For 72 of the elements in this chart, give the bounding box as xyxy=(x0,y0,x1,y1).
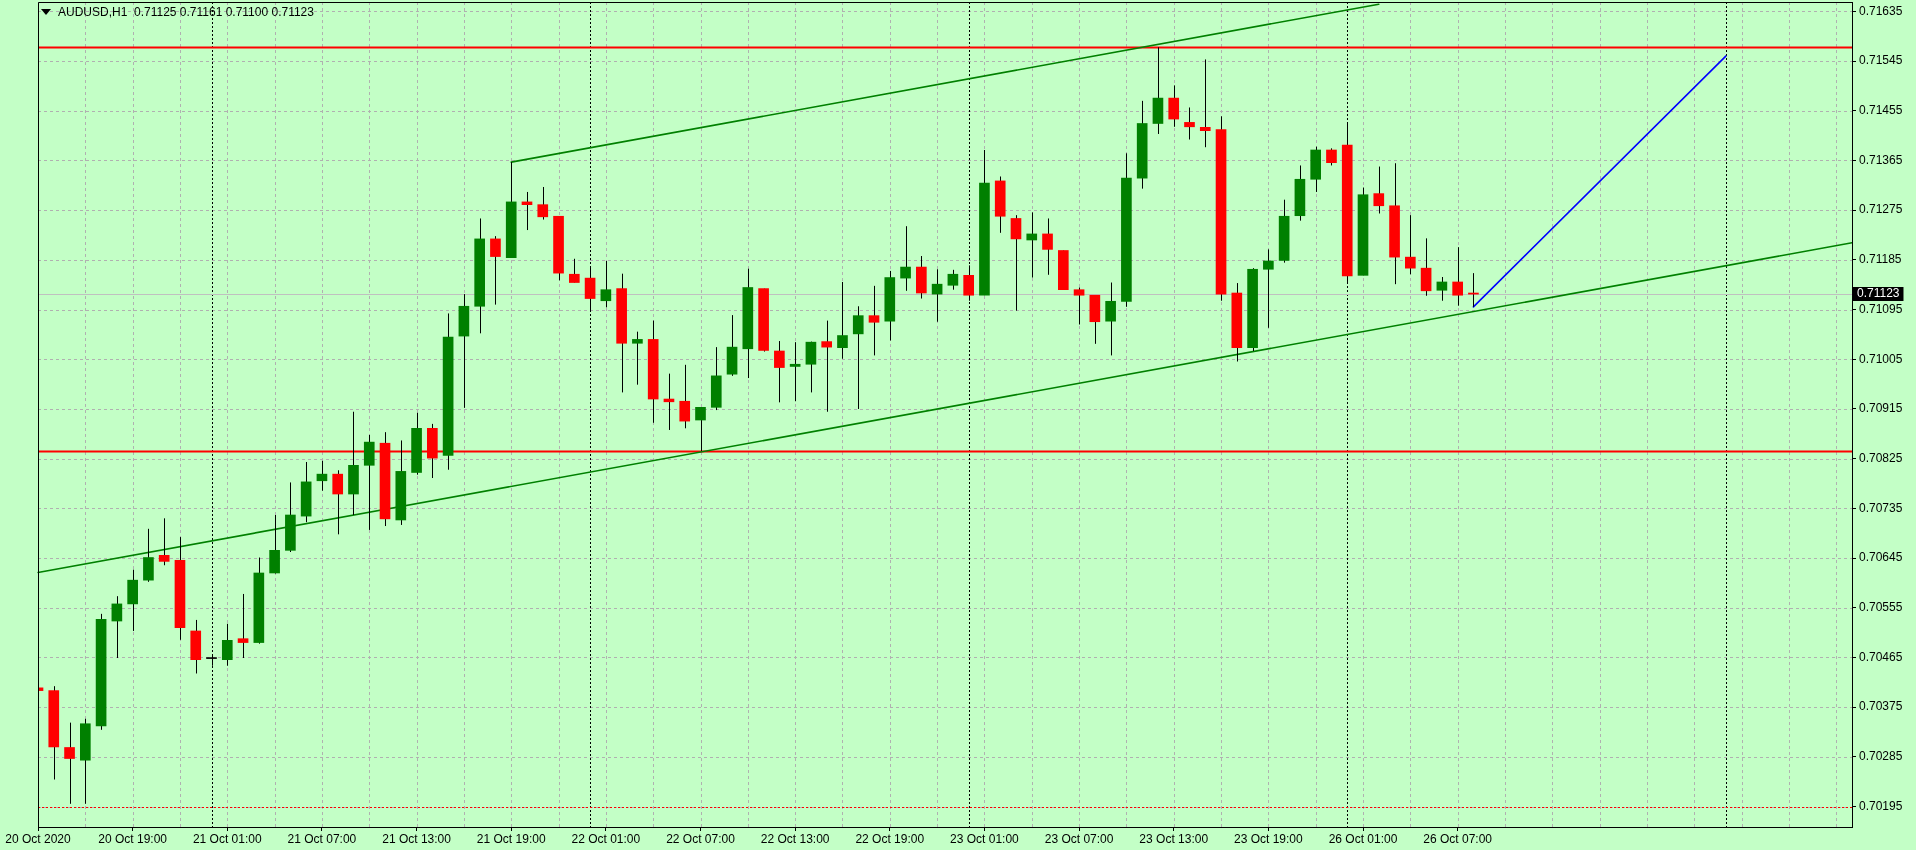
y-tick-label: 0.71545 xyxy=(1859,53,1903,68)
candlestick xyxy=(695,406,706,452)
candlestick xyxy=(1405,214,1416,275)
y-tick-label: 0.70735 xyxy=(1859,500,1903,515)
candlestick xyxy=(568,258,580,284)
x-tick-label: 20 Oct 19:00 xyxy=(98,831,168,846)
x-tick-label: 23 Oct 01:00 xyxy=(950,831,1020,846)
y-tick-label: 0.71635 xyxy=(1859,3,1903,18)
y-tick-label: 0.70645 xyxy=(1859,550,1903,565)
candlestick xyxy=(537,186,549,221)
candlestick xyxy=(1373,166,1385,214)
candlestick xyxy=(868,285,880,356)
candlestick xyxy=(774,340,785,403)
candlestick xyxy=(1105,282,1116,356)
candlestick xyxy=(1452,246,1463,307)
x-tick-label: 21 Oct 01:00 xyxy=(192,831,262,846)
candlestick xyxy=(490,235,501,306)
x-tick-label: 22 Oct 01:00 xyxy=(571,831,641,846)
candlestick xyxy=(1168,84,1180,128)
candlestick xyxy=(1042,217,1053,276)
candlestick xyxy=(679,364,691,429)
y-tick-label: 0.71365 xyxy=(1859,152,1903,167)
y-tick-label: 0.71455 xyxy=(1859,103,1903,118)
candlestick xyxy=(805,341,817,393)
x-tick-label: 22 Oct 19:00 xyxy=(855,831,925,846)
candlestick xyxy=(363,434,375,531)
candlestick xyxy=(1073,286,1085,325)
candlestick xyxy=(1263,248,1274,329)
candlestick xyxy=(1436,276,1448,302)
candlestick xyxy=(600,260,612,308)
candlestick xyxy=(632,331,643,386)
candlestick xyxy=(852,305,864,410)
y-tick-label: 0.70825 xyxy=(1859,450,1903,465)
y-tick-label: 0.70285 xyxy=(1859,749,1903,764)
y-tick-label: 0.70915 xyxy=(1859,401,1903,416)
x-tick-label: 26 Oct 07:00 xyxy=(1423,831,1493,846)
x-tick-label: 23 Oct 07:00 xyxy=(1044,831,1114,846)
candlestick xyxy=(1026,211,1038,279)
candlestick xyxy=(316,460,328,492)
x-tick-label: 21 Oct 07:00 xyxy=(287,831,357,846)
x-tick-label: 20 Oct 2020 xyxy=(5,831,72,846)
x-tick-label: 26 Oct 01:00 xyxy=(1328,831,1398,846)
candlestick xyxy=(900,225,911,292)
candlestick xyxy=(1420,237,1432,297)
y-tick-label: 0.70375 xyxy=(1859,699,1903,714)
x-tick-label: 21 Oct 13:00 xyxy=(382,831,452,846)
y-tick-label: 0.70195 xyxy=(1859,798,1903,813)
candlestick xyxy=(947,269,959,291)
x-tick-label: 23 Oct 19:00 xyxy=(1234,831,1304,846)
y-tick-label: 0.70555 xyxy=(1859,600,1903,615)
candlestick xyxy=(221,623,233,667)
candlestick xyxy=(837,281,848,360)
candlestick xyxy=(158,517,170,566)
y-tick-label: 0.71005 xyxy=(1859,351,1903,366)
candlestick xyxy=(1184,106,1195,140)
candlestick xyxy=(237,593,249,659)
x-tick-label: 22 Oct 07:00 xyxy=(666,831,736,846)
candlestick xyxy=(1199,58,1211,148)
ref-line-label: 0.71123 xyxy=(1857,286,1900,301)
x-tick-label: 21 Oct 19:00 xyxy=(476,831,546,846)
y-tick-label: 0.71275 xyxy=(1859,202,1903,217)
y-tick-label: 0.71185 xyxy=(1859,252,1902,267)
x-tick-label: 22 Oct 13:00 xyxy=(760,831,830,846)
x-tick-label: 23 Oct 13:00 xyxy=(1139,831,1209,846)
chart-title: AUDUSD,H1 0.71125 0.71161 0.71100 0.71123 xyxy=(58,5,314,19)
candlestick xyxy=(821,320,833,413)
candlestick xyxy=(64,722,75,805)
y-tick-label: 0.70465 xyxy=(1859,649,1903,664)
candlestick xyxy=(1010,214,1022,312)
candlestick xyxy=(789,341,801,402)
y-tick-label: 0.71095 xyxy=(1859,301,1903,316)
candlestick xyxy=(332,469,344,535)
